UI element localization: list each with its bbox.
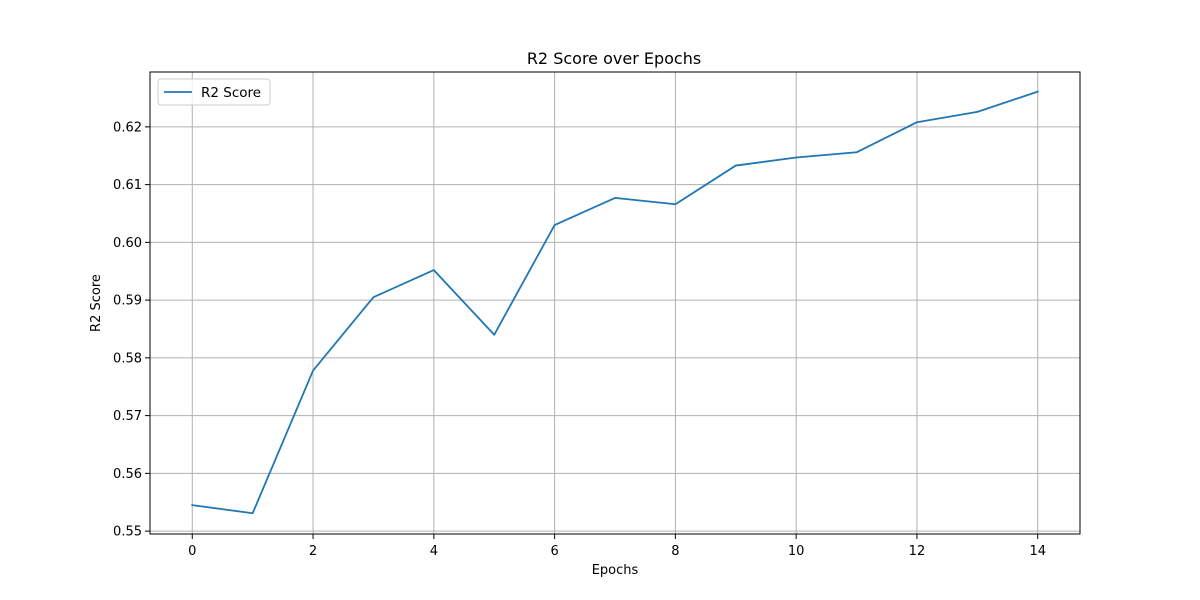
y-tick-label: 0.56 [113,467,142,482]
chart-title: R2 Score over Epochs [527,49,701,68]
x-tick-label: 8 [671,544,679,559]
y-tick-label: 0.57 [113,409,142,424]
plot-frame [149,71,1081,535]
y-tick-label: 0.62 [113,120,142,135]
x-tick-label: 12 [909,544,926,559]
x-tick-label: 0 [188,544,196,559]
legend-label: R2 Score [201,85,261,101]
x-tick-label: 10 [788,544,805,559]
x-tick-label: 6 [550,544,558,559]
x-tick-label: 14 [1029,544,1046,559]
y-tick-label: 0.59 [113,294,142,309]
y-tick-label: 0.55 [113,525,142,540]
grid [150,72,1080,534]
x-axis-label: Epochs [592,563,639,578]
series-line [191,90,1039,515]
y-axis-label: R2 Score [89,274,104,332]
series-layer [191,90,1039,515]
x-tick-label: 4 [430,544,438,559]
axis-ticks: 0 2 4 6 8 10 12 14 0.55 0.56 0.57 0.58 0.59 0.60 0.61 0… [113,120,1046,559]
x-tick-label: 2 [309,544,317,559]
legend-box [157,78,271,106]
y-tick-label: 0.58 [113,351,142,366]
y-tick-label: 0.61 [113,178,142,193]
y-tick-label: 0.60 [113,236,142,251]
legend: R2 Score [157,78,271,106]
